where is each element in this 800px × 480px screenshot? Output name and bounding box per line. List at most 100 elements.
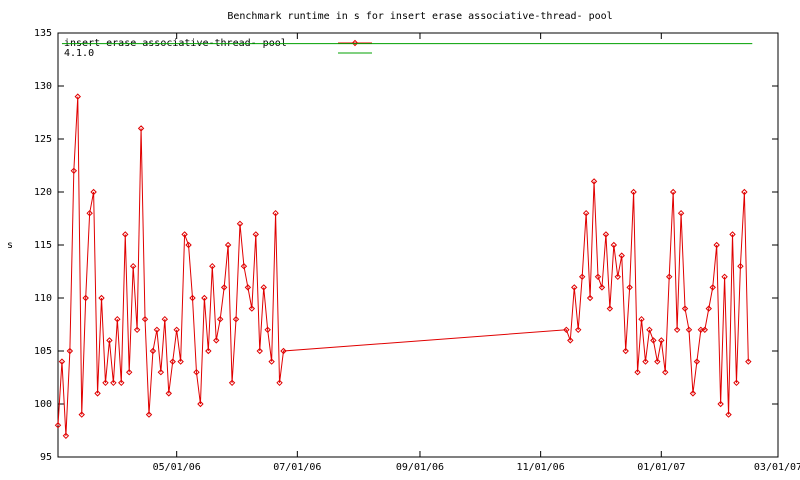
data-point [66,347,74,355]
x-tick-label: 09/01/06 [396,462,444,473]
data-line [57,96,749,436]
data-point [646,326,653,334]
data-point [662,368,669,376]
data-point [575,326,582,334]
data-point [122,231,129,238]
data-point [141,315,149,323]
data-point [232,315,240,323]
data-point [54,421,62,429]
x-tick-label: 03/01/07 [754,462,800,473]
data-point [669,188,677,196]
data-point [650,337,657,344]
data-point [689,390,697,397]
y-tick-label: 135 [34,28,52,39]
data-point [78,411,85,418]
data-point [260,284,267,291]
legend-marker [351,39,359,47]
data-point [618,252,625,259]
data-point [220,284,228,291]
data-point [272,209,279,217]
data-point [626,284,633,291]
data-point [634,368,641,376]
data-point [145,411,153,418]
data-point [673,326,681,334]
y-tick-label: 105 [34,346,52,357]
data-point [582,209,590,217]
data-point [264,326,271,334]
y-tick-label: 130 [34,81,52,92]
data-point [90,188,97,196]
data-point [630,188,637,196]
data-point [193,368,200,376]
data-point [114,315,121,323]
data-point [713,241,720,249]
x-tick-label: 01/01/07 [637,462,685,473]
data-point [133,326,141,334]
data-point [236,220,244,228]
data-point [590,178,598,185]
data-point [705,305,712,312]
y-tick-label: 100 [34,399,52,410]
data-point [161,315,169,323]
data-point [118,379,125,387]
data-point [86,209,93,217]
data-point [666,273,673,281]
data-point [240,262,248,270]
data-point [82,294,89,302]
data-point [701,326,709,334]
data-point [181,231,188,238]
data-point [280,347,287,355]
chart-title: Benchmark runtime in s for insert erase … [227,11,612,22]
data-point [685,326,693,334]
data-point [654,358,661,365]
data-point [197,400,204,408]
data-point [638,315,645,323]
data-point [717,400,724,408]
data-point [567,337,574,344]
data-point [62,432,70,440]
y-tick-label: 125 [34,134,52,145]
data-point [157,368,165,376]
data-point [571,284,578,291]
data-point [189,294,196,302]
data-point [594,273,602,281]
data-point [658,337,665,344]
data-point [729,231,736,238]
data-point [94,390,101,397]
data-point [106,337,113,344]
data-point [606,305,614,312]
data-point [741,188,748,196]
data-point [137,125,145,132]
data-point [149,347,157,355]
data-point [598,284,606,291]
data-point [693,358,701,365]
data-point [213,337,220,344]
data-point [725,411,732,418]
data-point [216,315,224,323]
data-point [110,379,117,387]
data-point [173,326,180,334]
data-point [610,241,618,249]
y-tick-label: 115 [34,240,52,251]
data-point [681,305,689,312]
x-tick-label: 07/01/06 [273,462,321,473]
data-point [58,358,66,365]
data-point [74,93,81,100]
data-point [252,231,260,238]
data-point [578,273,586,281]
data-point [185,241,192,249]
data-point [563,326,570,334]
data-point [165,390,172,397]
data-point [205,347,212,355]
y-tick-label: 120 [34,187,52,198]
data-point [228,379,236,387]
data-point [642,358,649,365]
y-tick-label: 110 [34,293,52,304]
data-point [602,231,610,238]
data-point [224,241,232,249]
data-point [70,167,78,175]
x-tick-label: 05/01/06 [153,462,201,473]
data-point [745,358,752,365]
x-tick-label: 11/01/06 [517,462,565,473]
data-point [622,347,629,355]
